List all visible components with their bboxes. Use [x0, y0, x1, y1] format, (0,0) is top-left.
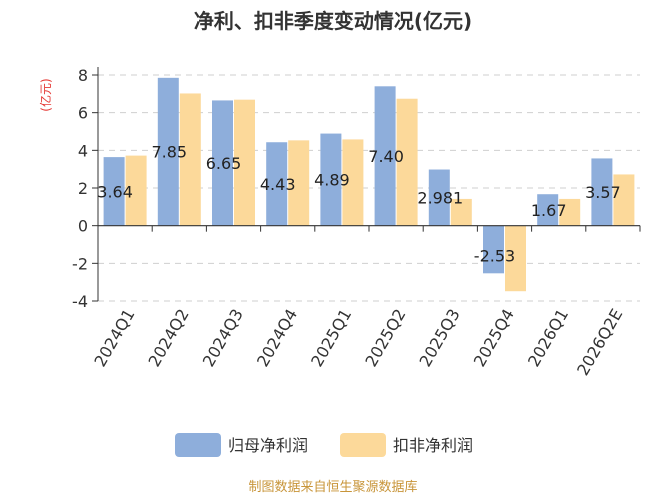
y-tick-label-6: 8 [78, 66, 88, 85]
source-note: 制图数据来自恒生聚源数据库 [248, 479, 417, 495]
bar-1-4 [342, 139, 364, 226]
bar-0-0 [103, 157, 125, 226]
chart-title: 净利、扣非季度变动情况(亿元) [194, 9, 472, 33]
y-tick-labels: -4 -2 0 2 4 6 8 [72, 66, 88, 311]
bar-0-7 [483, 225, 504, 274]
bar-1-1 [179, 93, 201, 226]
data-label-7: -2.53 [474, 246, 515, 265]
x-tick-label-7: 2025Q4 [470, 306, 518, 370]
y-tick-label-1: -2 [72, 254, 88, 273]
bar-0-4 [320, 133, 342, 226]
bar-1-9 [613, 174, 635, 226]
bar-0-9 [591, 158, 613, 226]
data-label-4: 4.89 [314, 171, 350, 190]
x-tick-label-3: 2024Q4 [253, 306, 301, 370]
x-tick-label-0: 2024Q1 [90, 306, 138, 370]
bar-0-6 [428, 169, 450, 226]
y-tick-label-4: 4 [78, 141, 88, 160]
bar-0-8 [537, 194, 559, 226]
x-tick-label-6: 2025Q3 [416, 306, 464, 370]
bar-0-5 [374, 86, 396, 226]
data-label-8: 1.67 [531, 201, 567, 220]
x-tick-label-4: 2025Q1 [307, 306, 355, 370]
x-tick-labels: 2024Q1 2024Q2 2024Q3 2024Q4 2025Q1 2025Q2 2025… [90, 306, 626, 379]
data-label-0: 3.64 [97, 182, 133, 201]
x-tick-label-2: 2024Q3 [199, 306, 247, 370]
legend-label-1: 扣非净利润 [393, 436, 473, 455]
legend-label-0: 归母净利润 [228, 436, 308, 455]
axes [97, 67, 641, 301]
bar-1-5 [396, 98, 418, 226]
y-tick-label-5: 6 [78, 104, 88, 123]
bar-1-2 [234, 99, 255, 226]
data-label-2: 6.65 [206, 154, 242, 173]
x-tick-label-5: 2025Q2 [361, 306, 409, 370]
bar-1-8 [559, 198, 581, 226]
x-tick-label-1: 2024Q2 [145, 306, 193, 370]
bar-1-6 [450, 198, 472, 226]
bar-1-0 [125, 155, 147, 226]
data-label-6: 2.981 [417, 189, 463, 208]
bar-0-3 [266, 142, 288, 226]
legend-swatch-1 [340, 433, 386, 457]
x-tick-label-8: 2026Q1 [524, 306, 572, 370]
x-tick-label-9: 2026Q2E [573, 306, 626, 379]
y-tick-label-0: -4 [72, 292, 88, 311]
bar-0-2 [212, 100, 233, 226]
data-labels: 3.64 7.85 6.65 4.43 4.89 7.40 2.981 -2.53 1.67 3.… [97, 143, 620, 266]
data-label-5: 7.40 [368, 147, 404, 166]
legend: 归母净利润 扣非净利润 [175, 433, 473, 457]
data-label-1: 7.85 [151, 143, 187, 162]
bar-1-3 [288, 140, 310, 226]
data-label-9: 3.57 [585, 183, 621, 202]
bar-1-7 [505, 225, 526, 292]
y-tick-label-3: 2 [78, 179, 88, 198]
legend-swatch-0 [175, 433, 221, 457]
y-tick-label-2: 0 [78, 217, 88, 236]
bar-0-1 [157, 77, 179, 226]
data-label-3: 4.43 [260, 175, 296, 194]
bars [103, 77, 635, 292]
y-axis-label: (亿元) [38, 78, 53, 111]
